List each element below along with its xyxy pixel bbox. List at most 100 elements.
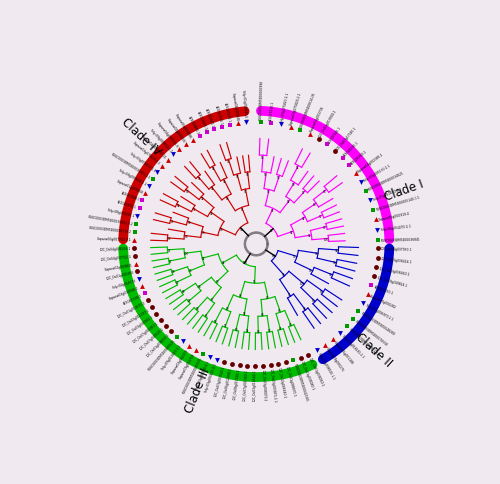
Text: AT1G30310.1: AT1G30310.1 xyxy=(214,105,223,125)
Text: Capana08g000046: Capana08g000046 xyxy=(231,92,239,121)
Text: 99: 99 xyxy=(234,327,238,331)
Text: 92: 92 xyxy=(212,167,215,171)
Text: 91: 91 xyxy=(288,293,292,297)
Text: Capana03g002379: Capana03g002379 xyxy=(170,348,189,374)
Text: 93: 93 xyxy=(176,280,180,284)
Text: LOC_Os03g008070.1: LOC_Os03g008070.1 xyxy=(261,369,267,400)
Text: 89: 89 xyxy=(168,237,171,241)
Text: 92: 92 xyxy=(302,307,306,311)
Text: Capana09g000275: Capana09g000275 xyxy=(326,346,345,372)
Text: 85: 85 xyxy=(320,289,324,293)
Text: Solyc12g008320.1.1: Solyc12g008320.1.1 xyxy=(317,351,336,380)
Text: LOC_Os03g019900.1: LOC_Os03g019900.1 xyxy=(318,109,338,138)
Text: 85: 85 xyxy=(266,295,270,299)
Text: 88: 88 xyxy=(220,227,224,231)
Text: 99: 99 xyxy=(214,319,218,323)
Text: Solyc09g009630.1.2: Solyc09g009630.1.2 xyxy=(118,168,147,187)
Text: Solyc09g009650.1.1: Solyc09g009650.1.1 xyxy=(148,128,173,154)
Text: 93: 93 xyxy=(270,228,274,233)
Text: LOC_Os09g249824.1: LOC_Os09g249824.1 xyxy=(376,275,408,287)
Text: 88: 88 xyxy=(226,197,229,201)
Text: 97: 97 xyxy=(236,175,240,179)
Text: 93: 93 xyxy=(189,269,192,273)
Text: 100: 100 xyxy=(324,237,329,241)
Text: 94: 94 xyxy=(308,234,311,238)
Text: Capana00g007702.2.1: Capana00g007702.2.1 xyxy=(96,237,132,242)
Text: 85: 85 xyxy=(278,326,282,330)
Text: 85: 85 xyxy=(204,314,208,318)
Text: Clade III: Clade III xyxy=(182,366,212,415)
Text: PGSC0003DMT400034621: PGSC0003DMT400034621 xyxy=(368,171,406,192)
Text: 97: 97 xyxy=(168,248,171,252)
Text: PGSC0003DMT400000990: PGSC0003DMT400000990 xyxy=(258,79,264,120)
Text: Capana03g078600.1.1: Capana03g078600.1.1 xyxy=(132,141,162,166)
Text: 98: 98 xyxy=(186,189,190,193)
Text: AT3G28230.1: AT3G28230.1 xyxy=(343,141,360,158)
Text: LOC_Os07g003520.1: LOC_Os07g003520.1 xyxy=(214,364,226,396)
Text: 97: 97 xyxy=(228,160,231,164)
Text: AT1G77210.1: AT1G77210.1 xyxy=(269,101,276,121)
Text: Capana09g002719: Capana09g002719 xyxy=(178,352,196,379)
Text: PGSC0003DMT400030001.3.2: PGSC0003DMT400030001.3.2 xyxy=(88,214,134,226)
Text: AT4G02050.1: AT4G02050.1 xyxy=(373,285,394,296)
Text: AT5G23270.1: AT5G23270.1 xyxy=(223,103,231,123)
Text: Capana04g099997.11: Capana04g099997.11 xyxy=(140,134,167,160)
Text: 91: 91 xyxy=(294,254,297,258)
Text: LOC_Os03g016540.1: LOC_Os03g016540.1 xyxy=(253,369,257,401)
Text: LOC_Os03g011190.1: LOC_Os03g011190.1 xyxy=(122,307,150,327)
Text: Capana00g004086: Capana00g004086 xyxy=(174,112,193,139)
Text: LOC_Os04g038026.1: LOC_Os04g038026.1 xyxy=(100,247,132,252)
Text: PGSC0003DMT400030001.2.1: PGSC0003DMT400030001.2.1 xyxy=(110,152,152,180)
Text: Solyc06g054270.2.1: Solyc06g054270.2.1 xyxy=(380,224,412,232)
Text: PGSC0003DMT400050719.2: PGSC0003DMT400050719.2 xyxy=(89,226,132,234)
Text: LOC_Os03g043910.1: LOC_Os03g043910.1 xyxy=(126,314,154,335)
Text: 91: 91 xyxy=(253,280,256,284)
Text: LOC_Os07g001360.1: LOC_Os07g001360.1 xyxy=(243,369,249,400)
Text: 97: 97 xyxy=(329,272,332,276)
Text: Solyc09g075820.2.1: Solyc09g075820.2.1 xyxy=(280,91,289,122)
Text: LOC_Os01g038060.1: LOC_Os01g038060.1 xyxy=(308,357,324,387)
Text: 86: 86 xyxy=(202,231,205,235)
Text: PGSC0003DMT400005525: PGSC0003DMT400005525 xyxy=(147,338,176,371)
Text: 85: 85 xyxy=(188,299,192,302)
Text: 97: 97 xyxy=(193,208,196,212)
Text: LOC_Os01g038080.1: LOC_Os01g038080.1 xyxy=(300,360,315,391)
Text: 98: 98 xyxy=(246,173,250,177)
Text: 95: 95 xyxy=(267,190,270,194)
Text: 85: 85 xyxy=(170,220,174,224)
Text: PGSC0003DMT400031215: PGSC0003DMT400031215 xyxy=(348,327,380,356)
Text: 90: 90 xyxy=(182,290,185,294)
Text: 92: 92 xyxy=(210,212,214,215)
Text: 90: 90 xyxy=(172,270,176,274)
Text: Capana07g000282: Capana07g000282 xyxy=(370,294,397,309)
Text: PGSC0003DMT400005140.1.1: PGSC0003DMT400005140.1.1 xyxy=(376,195,420,211)
Text: 92: 92 xyxy=(287,199,290,204)
Text: LOC_Os04g037930.1: LOC_Os04g037930.1 xyxy=(381,247,412,252)
Text: Solyc09g010410.1.1: Solyc09g010410.1.1 xyxy=(160,343,182,370)
Text: 95: 95 xyxy=(314,252,318,256)
Text: AT1G42472.1: AT1G42472.1 xyxy=(117,200,138,210)
Text: 92: 92 xyxy=(242,312,246,316)
Text: Solyc01g010630.1.1: Solyc01g010630.1.1 xyxy=(372,186,403,201)
Text: Capana04g000555.6: Capana04g000555.6 xyxy=(156,121,179,149)
Text: Capana02g009831: Capana02g009831 xyxy=(104,263,133,271)
Text: PGSC0003DMT400614.26: PGSC0003DMT400614.26 xyxy=(300,91,317,129)
Text: Clade II: Clade II xyxy=(352,330,394,369)
Text: Capana04g002385.1: Capana04g002385.1 xyxy=(357,152,385,174)
Text: Capana06g000919.4: Capana06g000919.4 xyxy=(378,211,410,221)
Text: 91: 91 xyxy=(319,214,322,218)
Text: PGSC0003DMT400042165: PGSC0003DMT400042165 xyxy=(292,363,308,402)
Text: Solyc03g094178.4.1: Solyc03g094178.4.1 xyxy=(195,359,210,389)
Text: LOC_Os08g017220.1: LOC_Os08g017220.1 xyxy=(233,368,241,399)
Text: Capana05g001188: Capana05g001188 xyxy=(333,340,354,365)
Text: 97: 97 xyxy=(244,190,248,194)
Text: 88: 88 xyxy=(239,294,242,298)
Text: LOC_Os07g17340.1: LOC_Os07g17340.1 xyxy=(336,125,357,151)
Text: 86: 86 xyxy=(289,322,292,326)
Text: LOC_Os03g003871.2.1: LOC_Os03g003871.2.1 xyxy=(269,368,277,402)
Text: 88: 88 xyxy=(272,254,276,257)
Text: AT2G13248.1: AT2G13248.1 xyxy=(120,191,140,202)
Text: Solyc03g078600.1.1: Solyc03g078600.1.1 xyxy=(128,151,156,173)
Text: AT1G07340.1: AT1G07340.1 xyxy=(327,125,342,144)
Text: Solyc03g005130.2.1: Solyc03g005130.2.1 xyxy=(363,163,392,182)
